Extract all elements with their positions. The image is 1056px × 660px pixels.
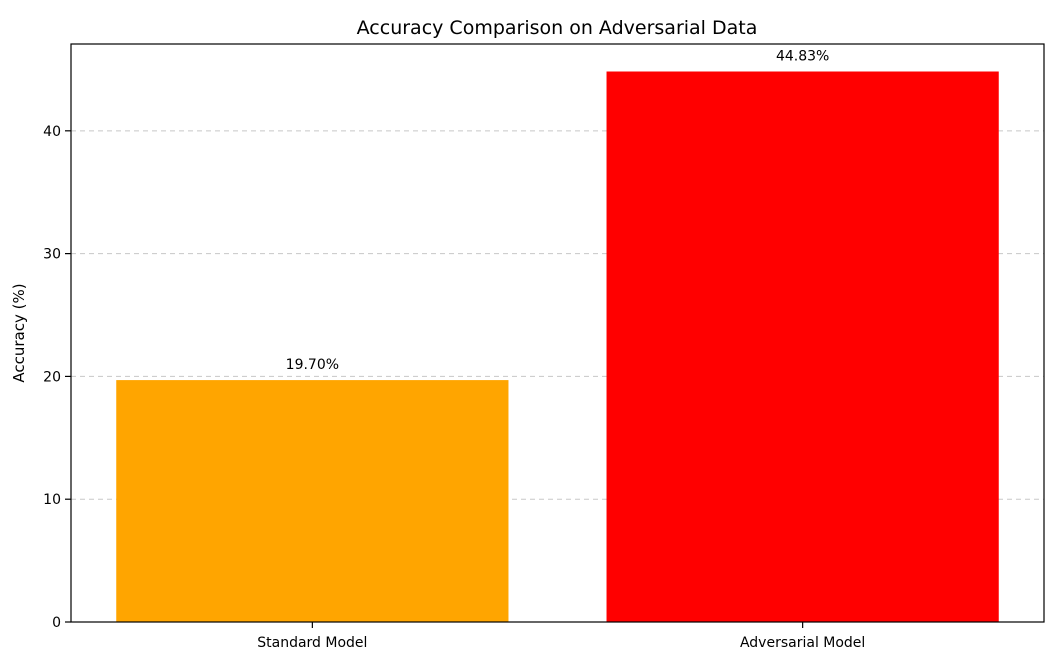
bar-value-label: 44.83%	[776, 49, 829, 65]
chart-title: Accuracy Comparison on Adversarial Data	[357, 17, 758, 39]
y-tick-label: 10	[43, 492, 61, 508]
bars	[116, 71, 999, 622]
y-tick-label: 40	[43, 124, 61, 140]
plot-frame	[70, 43, 1045, 623]
data-labels: 19.70% 44.83%	[286, 49, 830, 374]
x-tick-label: Adversarial Model	[740, 635, 865, 651]
bar	[606, 71, 999, 622]
y-axis-label: Accuracy (%)	[10, 283, 28, 382]
bar-value-label: 19.70%	[286, 357, 339, 373]
x-tick-label: Standard Model	[257, 635, 367, 651]
x-axis-ticks: Standard Model Adversarial Model	[257, 622, 865, 651]
y-tick-label: 20	[43, 369, 61, 385]
bar	[116, 380, 509, 622]
y-tick-label: 30	[43, 247, 61, 263]
y-tick-label: 0	[52, 615, 61, 631]
y-axis-ticks: 0 10 20 30 40	[43, 124, 71, 631]
